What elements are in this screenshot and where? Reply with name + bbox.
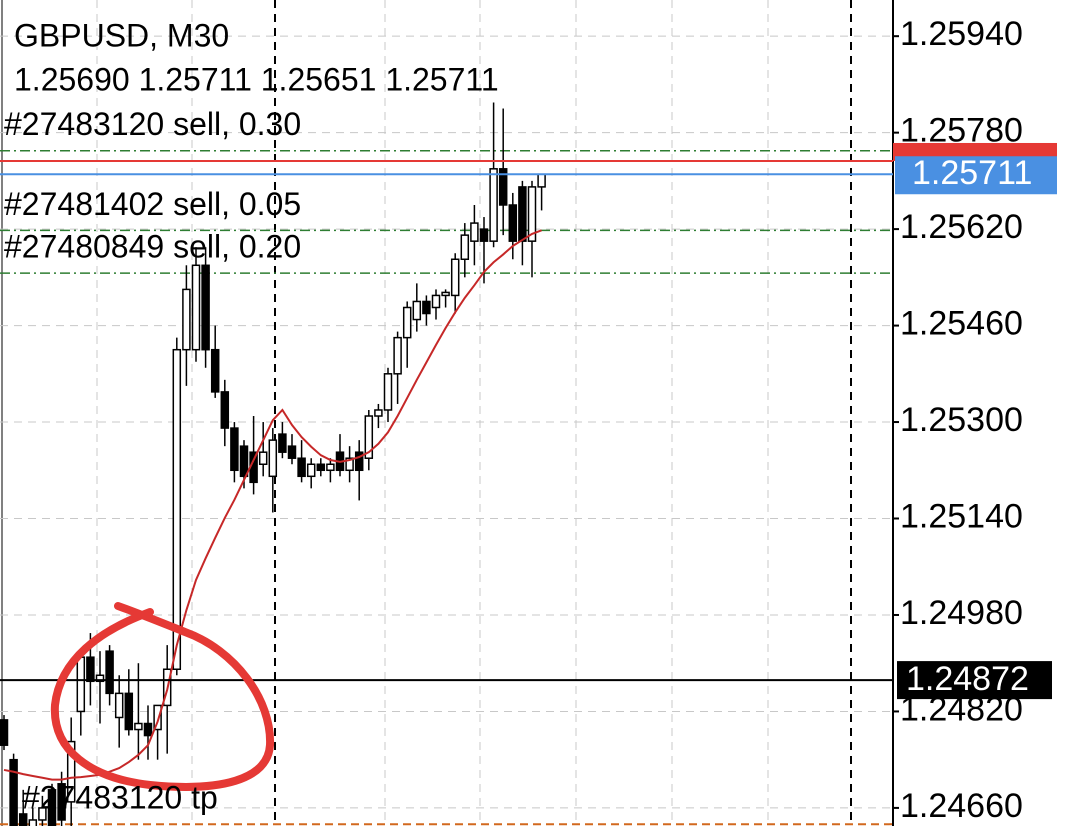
candle-body — [441, 291, 450, 297]
candle-body — [489, 168, 498, 242]
candle-body — [297, 457, 306, 478]
y-tick-label: 1.25460 — [900, 305, 1023, 343]
candle-body — [124, 692, 134, 731]
candle-body — [9, 758, 18, 826]
candle-body — [172, 348, 182, 670]
candle-body — [383, 373, 393, 411]
tp-label: #27483120 tp — [22, 780, 218, 816]
bid-label: 1.25711 — [912, 154, 1032, 192]
candle-body — [0, 719, 9, 746]
candle-body — [230, 427, 239, 472]
candle-body — [316, 463, 326, 472]
order-label: #27483120 sell, 0.30 — [4, 106, 301, 142]
candle-body — [402, 306, 412, 339]
candle-body — [201, 264, 210, 351]
candle-body — [508, 204, 518, 242]
candle-body — [470, 222, 479, 242]
candle-body — [210, 348, 220, 393]
candle-body — [258, 451, 268, 465]
candle-body — [393, 336, 402, 375]
candle-body — [374, 409, 383, 417]
candle-body — [479, 228, 489, 242]
candle-body — [527, 186, 537, 242]
candle-body — [306, 463, 316, 478]
candle-body — [18, 813, 28, 826]
y-tick-label: 1.25140 — [900, 497, 1023, 535]
candle-body — [143, 722, 153, 737]
candle-body — [86, 656, 95, 683]
y-tick-label: 1.24660 — [900, 787, 1023, 825]
candle-body — [326, 463, 335, 472]
candle-body — [498, 168, 508, 206]
ohlc-label: 1.25690 1.25711 1.25651 1.25711 — [14, 61, 499, 97]
y-tick-label: 1.25620 — [900, 208, 1023, 246]
candle-body — [95, 674, 105, 683]
candle-body — [412, 300, 422, 321]
candle-body — [66, 740, 76, 803]
marker-label: 1.24872 — [906, 660, 1029, 698]
candle-body — [278, 433, 287, 453]
candle-body — [268, 439, 278, 478]
candle-body — [134, 722, 143, 731]
candle-body — [537, 173, 546, 188]
candle-body — [57, 783, 66, 821]
candle-body — [220, 391, 230, 429]
candle-body — [114, 692, 124, 719]
moving-average — [3, 229, 542, 781]
candle-body — [354, 451, 364, 472]
candle-body — [191, 264, 201, 351]
candle-body — [28, 819, 38, 826]
y-tick-label: 1.25940 — [900, 15, 1023, 53]
order-label: #27480849 sell, 0.20 — [4, 229, 301, 265]
vertical-grid — [96, 0, 769, 826]
candle-body — [364, 415, 374, 459]
candle-body — [153, 704, 162, 731]
candle-body — [450, 258, 460, 297]
candle-body — [431, 294, 441, 309]
candle-body — [518, 186, 527, 242]
period-separators — [274, 0, 852, 826]
candle-body — [239, 445, 249, 478]
candle-body — [460, 234, 470, 261]
y-tick-label: 1.24980 — [900, 594, 1023, 632]
y-tick-label: 1.25300 — [900, 401, 1023, 439]
candle-body — [422, 300, 431, 315]
candle-body — [345, 457, 354, 472]
candle-body — [76, 656, 86, 713]
candle-body — [182, 288, 191, 351]
chart-title: GBPUSD, M30 — [14, 17, 229, 53]
candle-body — [38, 807, 47, 821]
candle-body — [105, 650, 114, 695]
candle-body — [47, 789, 57, 826]
order-label: #27481402 sell, 0.05 — [4, 186, 301, 222]
hand-drawn-circle — [50, 602, 275, 791]
candle-body — [287, 445, 297, 459]
bid-box — [895, 156, 1057, 195]
marker-box — [897, 661, 1052, 700]
